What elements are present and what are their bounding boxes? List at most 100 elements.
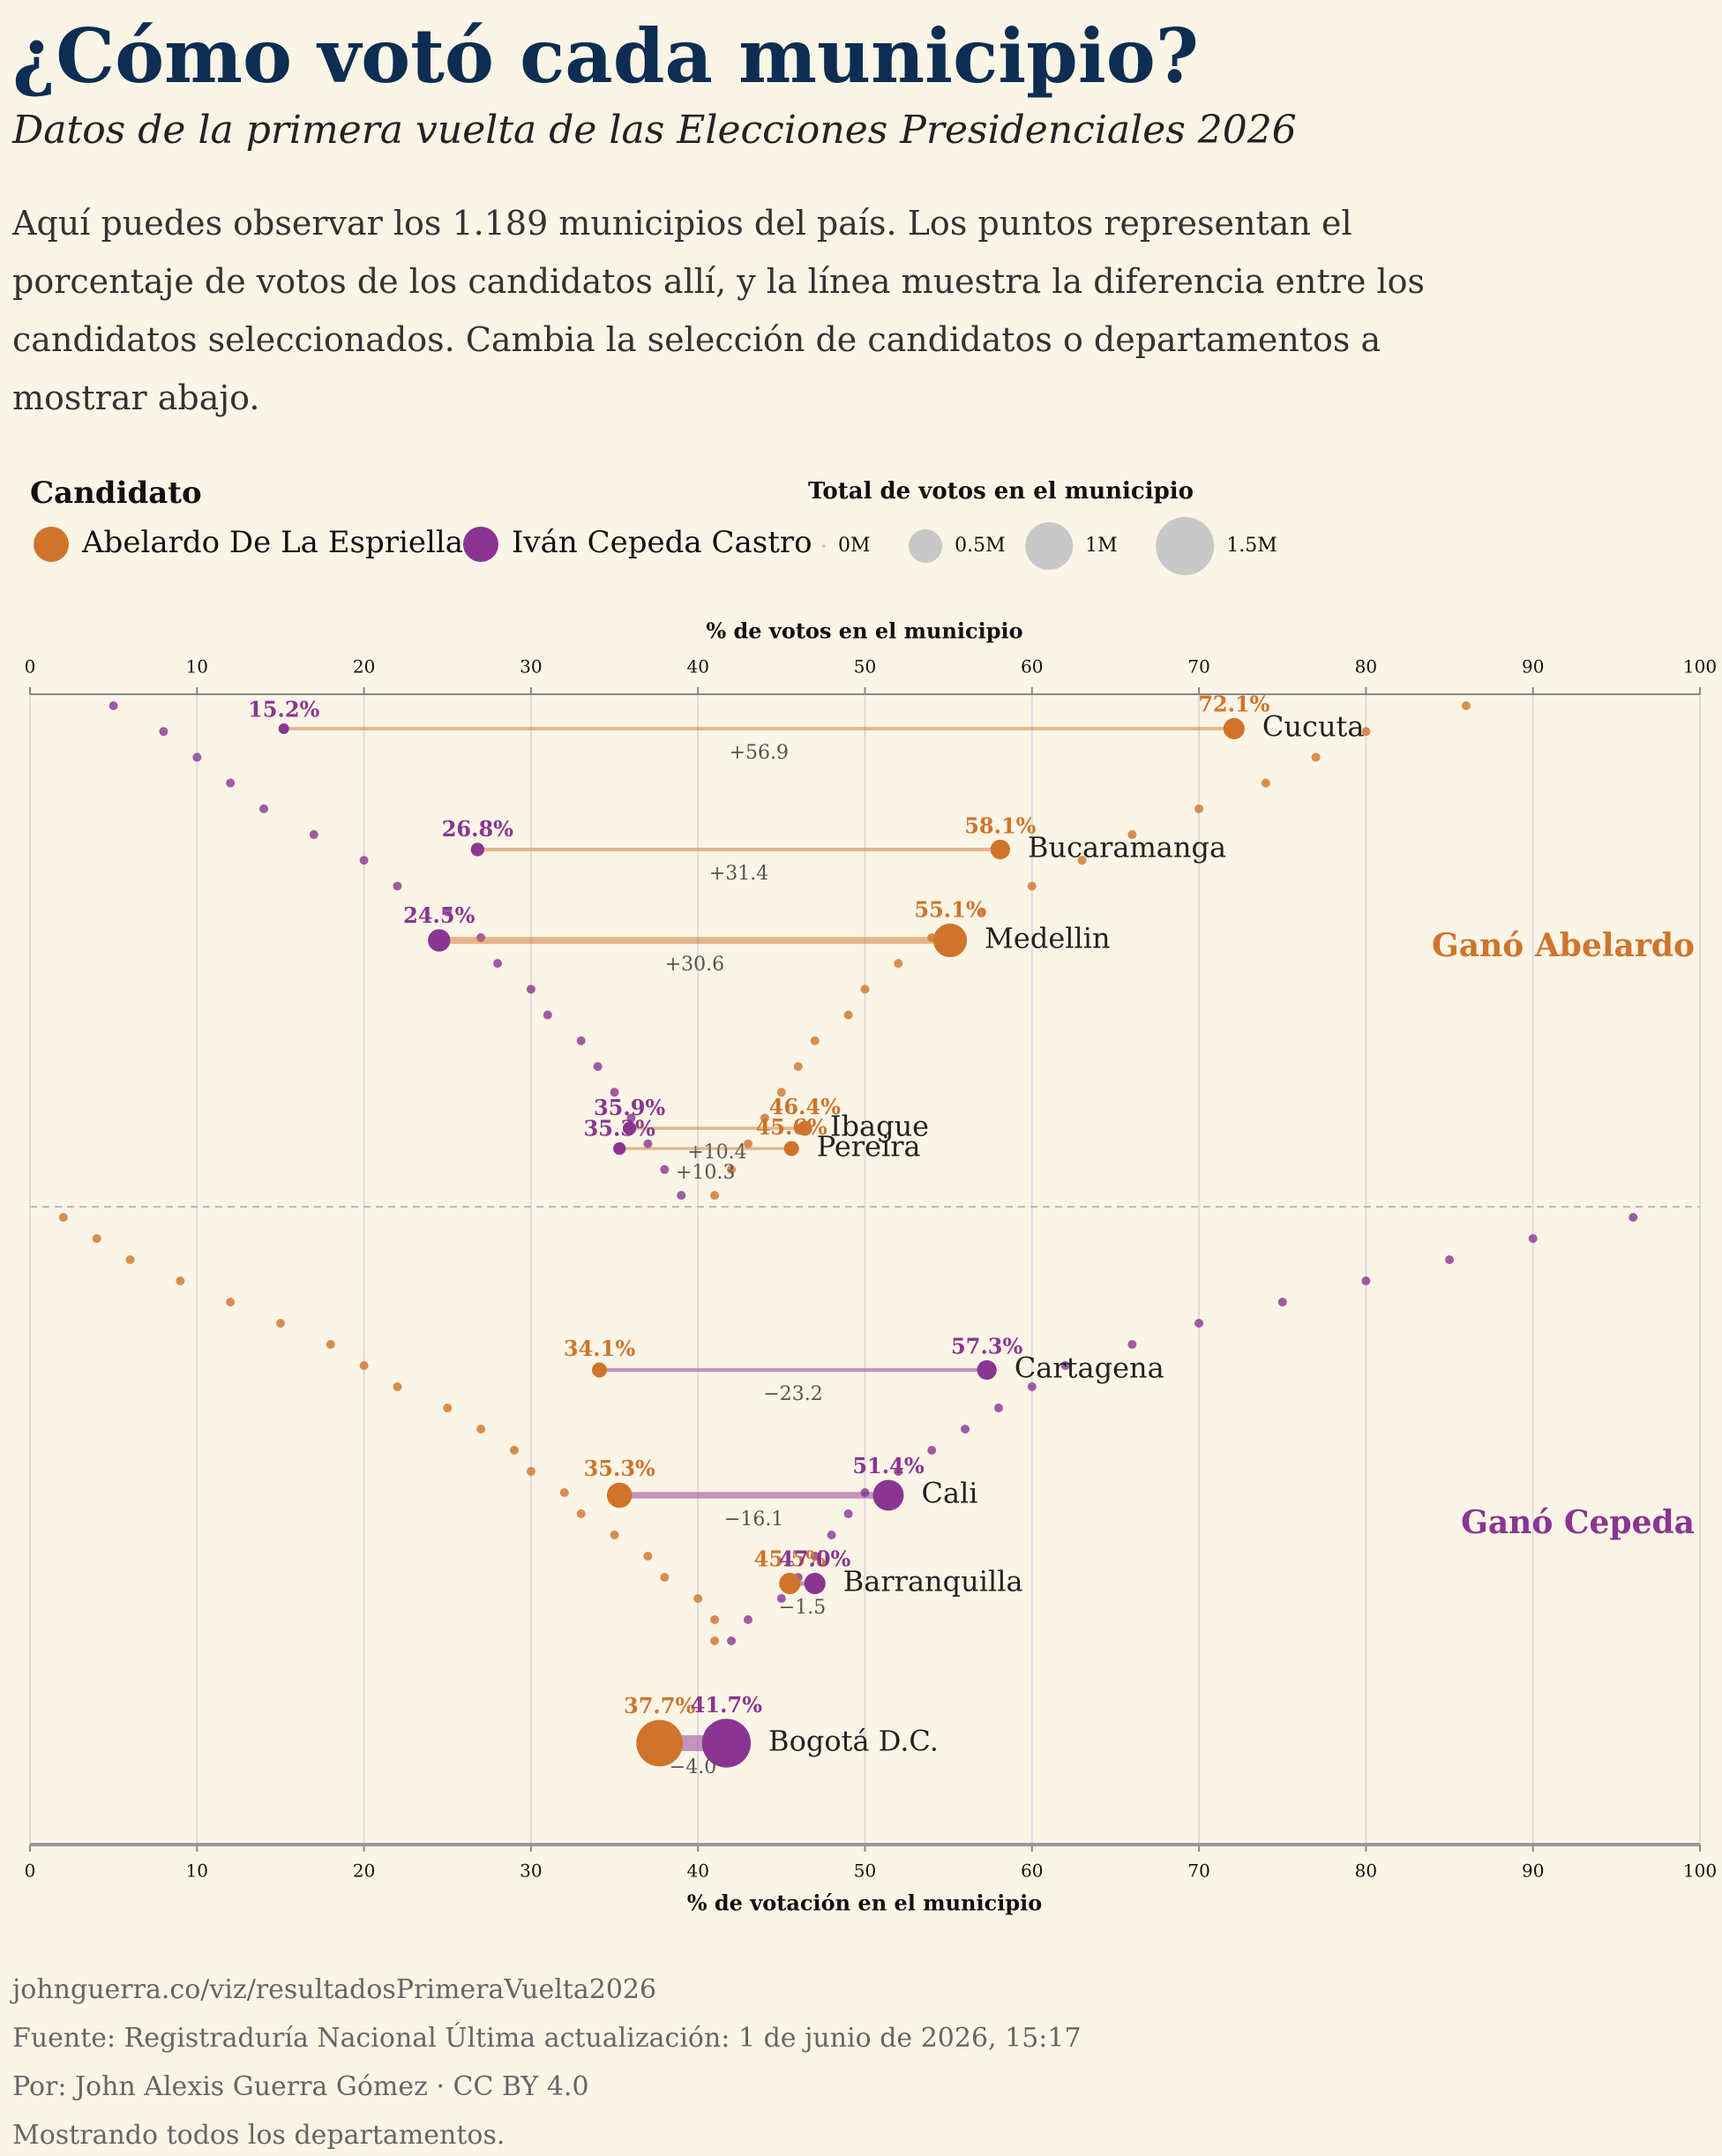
city-dot xyxy=(779,1572,801,1595)
value-label: 72.1% xyxy=(1198,691,1269,716)
value-label: 37.7% xyxy=(624,1693,695,1718)
city-dot xyxy=(636,1719,683,1767)
municipio-dot xyxy=(710,1636,720,1645)
municipio-dot xyxy=(576,1036,586,1045)
municipio-dot xyxy=(393,1382,402,1391)
municipio-dot xyxy=(1194,1319,1204,1328)
municipio-dot xyxy=(1628,1213,1638,1222)
legend-label: Iván Cepeda Castro xyxy=(512,525,812,560)
city-dot xyxy=(783,1141,799,1157)
x-axis-title-top: % de votos en el municipio xyxy=(706,618,1022,644)
value-label: 46.4% xyxy=(769,1094,841,1119)
footer: johnguerra.co/viz/resultadosPrimeraVuelt… xyxy=(12,1965,1082,2156)
x-tick-label: 20 xyxy=(353,656,375,677)
municipio-dot xyxy=(393,881,402,891)
municipio-dot xyxy=(894,1467,903,1476)
city-name: Bucaramanga xyxy=(1028,831,1226,865)
value-label: 15.2% xyxy=(248,697,319,722)
municipio-dot xyxy=(1027,1382,1037,1391)
city-name: Ibague xyxy=(830,1110,929,1143)
size-legend-label: 1M xyxy=(1085,535,1118,557)
city-dot xyxy=(701,1718,752,1768)
municipio-dot xyxy=(977,907,987,917)
municipio-dot xyxy=(125,1255,135,1264)
x-tick-label: 70 xyxy=(1187,1860,1209,1882)
x-tick-label: 40 xyxy=(686,656,708,677)
x-tick-label: 80 xyxy=(1355,1860,1377,1882)
municipio-dot xyxy=(1194,804,1204,813)
municipio-dot xyxy=(493,959,503,969)
municipio-dot xyxy=(559,1488,569,1497)
municipio-dot xyxy=(259,804,269,813)
value-label: 34.1% xyxy=(564,1336,635,1361)
x-tick-label: 100 xyxy=(1683,1860,1717,1882)
x-tick-label: 90 xyxy=(1522,656,1544,677)
municipio-dot xyxy=(226,778,236,788)
municipio-dot xyxy=(1361,1276,1371,1285)
city-dot xyxy=(932,923,968,958)
municipio-dot xyxy=(1461,701,1471,710)
municipio-dot xyxy=(1445,1255,1455,1264)
municipio-dot xyxy=(643,1139,653,1149)
municipio-dot xyxy=(727,1164,737,1174)
city-name: Barranquilla xyxy=(843,1565,1023,1598)
x-axis-title-bottom: % de votación en el municipio xyxy=(687,1890,1043,1916)
value-label: 57.3% xyxy=(951,1333,1022,1359)
footer-line: Por: John Alexis Guerra Gómez · CC BY 4.… xyxy=(12,2071,589,2102)
municipio-dot xyxy=(610,1531,619,1539)
municipio-dot xyxy=(543,1010,552,1020)
municipio-dot xyxy=(309,830,318,840)
municipio-dot xyxy=(443,907,453,917)
municipio-dot xyxy=(860,984,870,994)
municipio-dot xyxy=(92,1234,101,1243)
municipio-dot xyxy=(677,1191,686,1200)
municipio-dot xyxy=(660,1164,670,1174)
footer-line: Fuente: Registraduría Nacional Última ac… xyxy=(12,2023,1082,2054)
municipio-dot xyxy=(1027,881,1037,891)
legend-title: Candidato xyxy=(30,475,202,511)
municipio-dot xyxy=(526,1467,535,1476)
value-label: 45.5% xyxy=(754,1546,826,1571)
value-label: 45.6% xyxy=(756,1114,827,1140)
x-tick-label: 50 xyxy=(854,656,876,677)
value-label: 26.8% xyxy=(442,816,513,842)
value-label: 55.1% xyxy=(914,896,985,922)
diff-label: +10.4 xyxy=(687,1142,746,1164)
x-tick-label: 50 xyxy=(854,1860,876,1882)
municipio-dot xyxy=(1311,752,1321,762)
municipio-dot xyxy=(626,1113,636,1123)
municipio-dot xyxy=(359,1361,369,1370)
subtitle: Datos de la primera vuelta de las Elecci… xyxy=(12,108,1297,153)
municipio-dot xyxy=(776,1594,786,1603)
x-tick-label: 40 xyxy=(686,1860,708,1882)
size-legend-label: 1.5M xyxy=(1226,535,1277,557)
diff-label: +56.9 xyxy=(730,742,789,764)
diff-label: −16.1 xyxy=(724,1508,783,1531)
legend-swatch xyxy=(34,527,69,562)
value-label: 58.1% xyxy=(964,812,1036,838)
legend-swatch xyxy=(463,527,498,562)
municipio-dot xyxy=(443,1404,453,1412)
city-dot xyxy=(278,723,289,734)
municipio-dot xyxy=(793,1061,803,1071)
x-tick-label: 100 xyxy=(1683,656,1717,677)
municipio-dot xyxy=(1261,778,1270,788)
size-legend-label: 0.5M xyxy=(955,535,1006,557)
municipio-dot xyxy=(476,1425,486,1434)
x-tick-label: 10 xyxy=(186,656,208,677)
municipio-dot xyxy=(576,1509,586,1518)
municipio-dot xyxy=(927,1446,937,1455)
size-legend-circle xyxy=(822,544,826,548)
diff-label: −1.5 xyxy=(779,1597,826,1619)
city-name: Cartagena xyxy=(1014,1351,1164,1385)
municipio-dot xyxy=(810,1036,820,1045)
city-name: Cucuta xyxy=(1262,710,1365,744)
x-tick-label: 60 xyxy=(1021,1860,1043,1882)
city-name: Cali xyxy=(922,1477,978,1510)
municipio-dot xyxy=(743,1615,752,1624)
municipio-dot xyxy=(843,1509,853,1518)
municipio-dot xyxy=(109,701,118,710)
municipio-dot xyxy=(993,1404,1003,1412)
municipio-dot xyxy=(710,1615,720,1624)
